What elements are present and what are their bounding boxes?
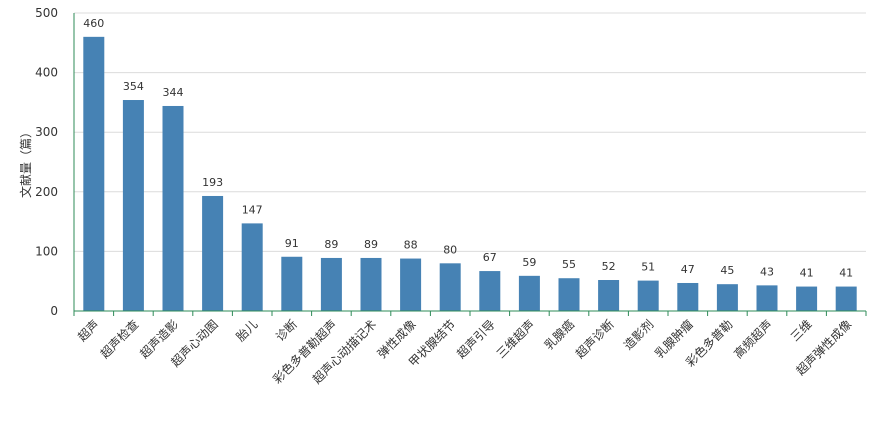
axes [73,13,867,316]
x-tick-label: 胎儿 [233,317,260,344]
bar [83,36,105,312]
data-label: 89 [324,238,338,251]
bar [241,223,263,311]
x-tick-label: 高频超声 [731,317,776,362]
data-label: 47 [681,263,695,276]
y-tick-label: 0 [50,304,58,318]
bar [122,100,144,312]
bar [756,285,778,311]
bar [320,257,342,311]
data-label: 80 [443,243,457,256]
data-label: 51 [641,261,655,274]
x-tick-label: 超声诊断 [572,317,617,362]
data-label: 91 [285,237,299,250]
data-label: 55 [562,258,576,271]
data-label: 43 [760,265,774,278]
y-tick-label: 400 [35,66,58,80]
bar [558,278,580,311]
x-tick-label: 造影剂 [620,317,656,353]
bar [518,275,540,311]
x-tick-label: 三维超声 [493,317,538,362]
data-label: 460 [83,17,104,30]
data-label: 59 [522,256,536,269]
data-label: 52 [602,260,616,273]
bar [796,286,818,311]
data-label: 45 [720,264,734,277]
data-label: 344 [163,86,184,99]
x-tick-label: 超声 [74,317,102,345]
data-label: 41 [800,267,814,280]
data-label: 193 [202,176,223,189]
bar [162,105,184,311]
bar [637,280,659,311]
x-tick-label: 超声检查 [97,317,142,362]
data-label: 88 [404,239,418,252]
labels: 0100200300400500460超声354超声检查344超声造影193超声… [35,6,854,387]
bar [281,256,303,311]
data-label: 41 [839,267,853,280]
bar [677,282,699,311]
bar [400,258,422,311]
y-tick-label: 200 [35,185,58,199]
data-label: 354 [123,80,144,93]
y-tick-label: 500 [35,6,58,20]
bar [360,257,382,311]
bar [439,263,461,311]
x-tick-label: 三维 [788,317,815,344]
data-label: 147 [242,203,263,216]
x-tick-label: 诊断 [272,317,300,345]
x-tick-label: 乳腺癌 [541,317,577,353]
bar [202,195,224,311]
bar [598,280,620,311]
y-axis-title: 文献量（篇） [18,126,33,198]
bar [479,271,501,311]
grid-lines [74,12,866,252]
x-tick-label: 超声引导 [453,317,498,362]
bar [835,286,857,311]
bar-series [83,36,857,312]
y-tick-label: 300 [35,125,58,139]
bar [716,284,738,311]
data-label: 89 [364,238,378,251]
data-label: 67 [483,251,497,264]
y-tick-label: 100 [35,244,58,258]
